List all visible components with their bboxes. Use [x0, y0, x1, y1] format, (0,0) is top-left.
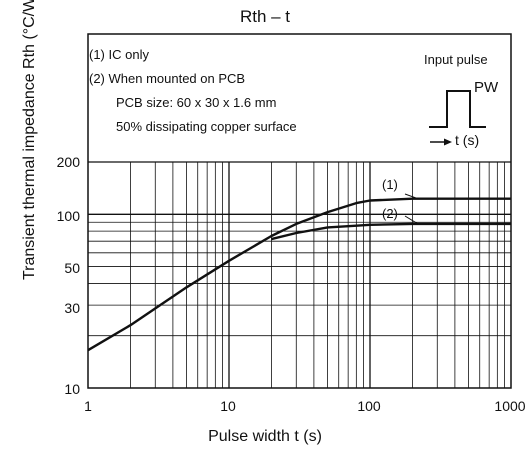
x-tick-1: 1 [84, 398, 92, 414]
note-pcb-mounted: (2) When mounted on PCB [89, 71, 246, 86]
series-leaders [404, 193, 419, 225]
note-ic-only: (1) IC only [89, 47, 149, 62]
y-tick-30: 30 [64, 300, 80, 316]
x-axis-label: Pulse width t (s) [208, 428, 322, 445]
series-label-1: (1) [382, 177, 398, 192]
y-tick-10: 10 [64, 381, 80, 397]
x-tick-10: 10 [220, 398, 236, 414]
y-tick-200: 200 [56, 154, 80, 170]
inset-pw-label: PW [474, 79, 499, 96]
time-arrow-icon [444, 138, 452, 146]
series-line-1 [87, 197, 511, 352]
series-leader-1 [404, 193, 419, 200]
series-label-2: (2) [382, 206, 398, 221]
grid [88, 162, 511, 388]
series-line-2 [271, 222, 511, 241]
x-tick-1000: 1000 [494, 398, 526, 414]
outer-frame [87, 33, 512, 389]
pulse-shape-icon [429, 90, 486, 128]
series-leader-2 [404, 215, 419, 225]
chart-title: Rth – t [239, 7, 291, 26]
y-tick-100: 100 [56, 208, 80, 224]
note-copper-surface: 50% dissipating copper surface [116, 119, 297, 134]
y-tick-50: 50 [64, 260, 80, 276]
inset-t-label: t (s) [455, 132, 480, 148]
inset-title: Input pulse [424, 52, 488, 67]
series-layer [87, 197, 511, 352]
note-pcb-size: PCB size: 60 x 30 x 1.6 mm [116, 95, 277, 110]
x-tick-100: 100 [357, 398, 381, 414]
